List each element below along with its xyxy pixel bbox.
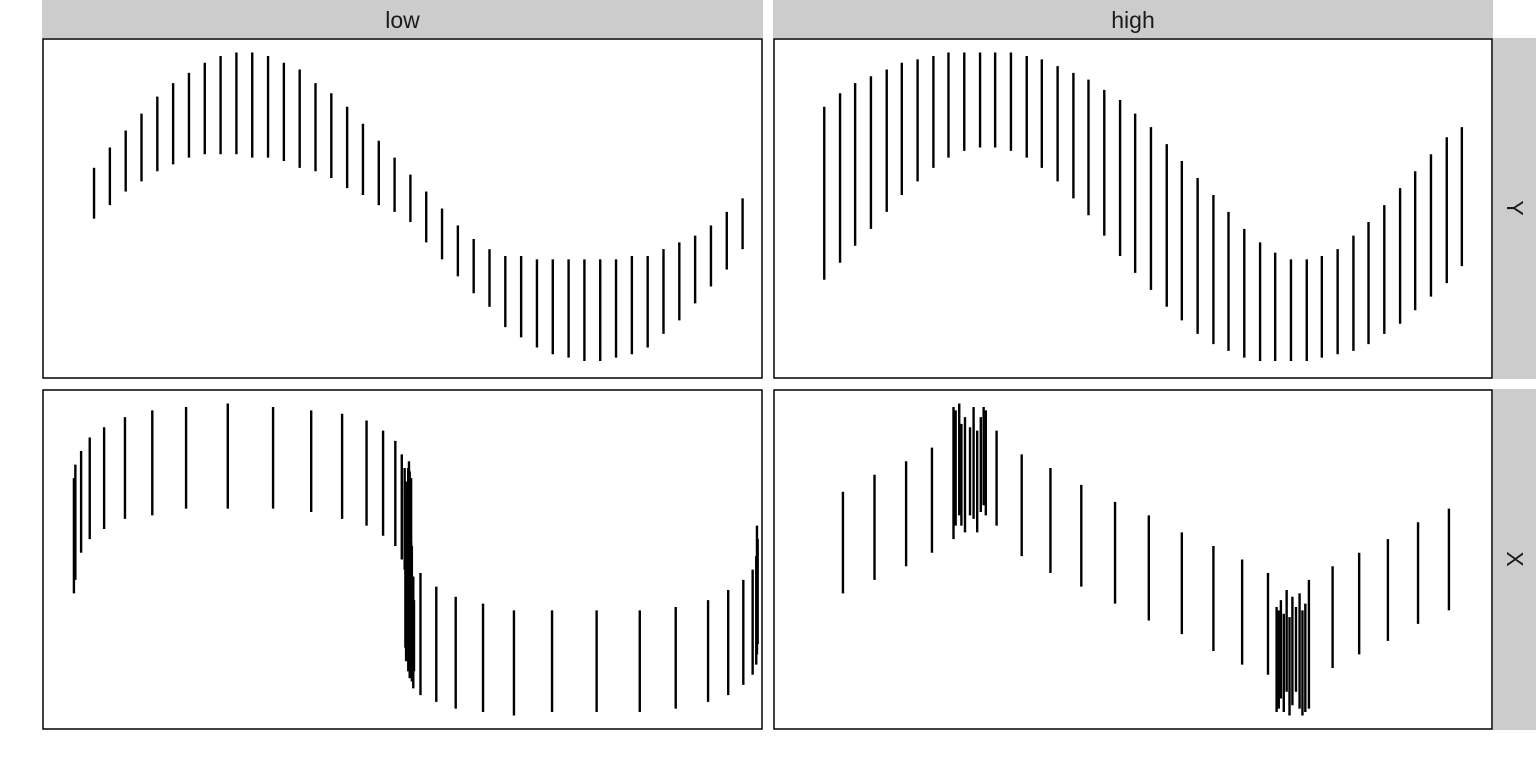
panel-low-x — [42, 389, 763, 730]
strip-column-low — [42, 0, 763, 38]
strip-label-low: low — [385, 7, 420, 33]
strip-column-high — [773, 0, 1493, 38]
strip-label-high: high — [1111, 7, 1154, 33]
strip-label-y: Y — [1502, 200, 1528, 215]
panel-border — [773, 38, 1493, 379]
panel-border — [42, 38, 763, 379]
panel-low-y — [42, 38, 763, 379]
strip-row-x — [1493, 389, 1536, 730]
panel-border — [773, 389, 1493, 730]
panel-high-y — [773, 38, 1493, 379]
strip-row-y — [1493, 38, 1536, 379]
strip-label-x: X — [1502, 551, 1528, 566]
panel-high-x — [773, 389, 1493, 730]
